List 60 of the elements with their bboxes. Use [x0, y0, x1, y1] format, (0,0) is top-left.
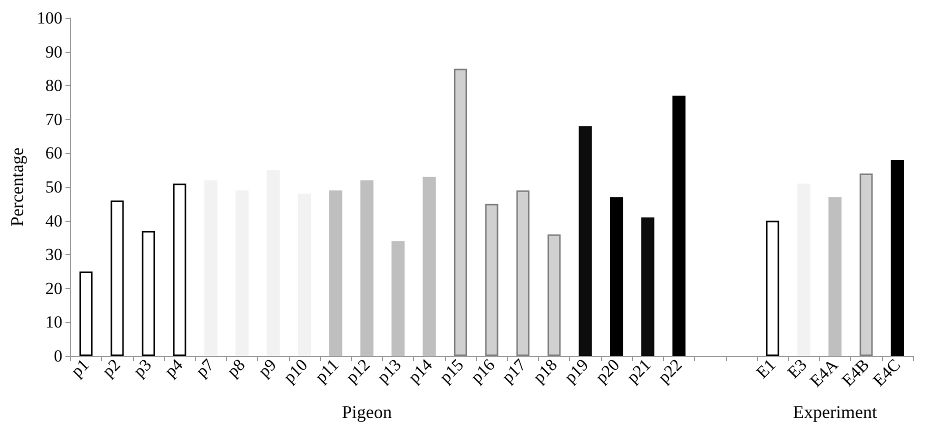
bar: [173, 184, 186, 356]
bar: [142, 230, 155, 356]
x-tick-label: p14: [404, 354, 436, 387]
x-tick-label: p12: [342, 355, 374, 387]
x-tick-label: p22: [654, 355, 686, 387]
y-tick-label: 90: [45, 42, 62, 62]
y-tick-label: 100: [36, 8, 62, 28]
y-tick-label: 30: [45, 245, 62, 264]
x-tick-label: p1: [67, 355, 93, 381]
x-tick-label: p8: [223, 355, 249, 381]
y-tick-label: 0: [54, 346, 62, 366]
y-tick-label: 20: [45, 278, 62, 298]
bar: [110, 200, 124, 356]
y-tick-label: 60: [45, 144, 62, 163]
bar: [360, 180, 374, 356]
y-tick-label: 10: [45, 312, 62, 332]
bar: [516, 190, 530, 356]
bar: [485, 204, 498, 356]
x-tick-label: p15: [436, 355, 468, 387]
x-tick-label: p9: [254, 355, 280, 381]
text: Experiment: [792, 402, 877, 422]
y-tick-label: 50: [45, 178, 62, 196]
bar: [890, 160, 904, 356]
x-tick-label: p7: [192, 355, 218, 381]
x-tick-label: p10: [280, 355, 312, 387]
bar: [797, 184, 810, 356]
bar: [204, 180, 218, 356]
bar: [548, 234, 561, 356]
bar: [392, 241, 405, 356]
bar: [454, 68, 468, 356]
bar: [329, 190, 342, 356]
bar: [298, 194, 312, 356]
bar: [422, 176, 436, 356]
y-tick-label: 70: [45, 110, 62, 129]
y-tick-label: 80: [45, 76, 62, 96]
bar: [828, 197, 842, 356]
bar: [266, 170, 280, 356]
x-tick-label: p3: [130, 355, 156, 381]
x-tick-label: p2: [98, 355, 124, 381]
bar: [235, 190, 249, 356]
bar: [641, 217, 654, 356]
x-tick-label: E1: [752, 355, 780, 382]
bar: [79, 272, 93, 356]
x-tick-label: p16: [466, 355, 498, 387]
y-axis-title: Percentage: [7, 148, 27, 226]
bar: [610, 197, 624, 356]
x-tick-label: p18: [529, 355, 561, 387]
bar: [766, 220, 780, 356]
y-tick-label: 40: [45, 211, 62, 230]
bar: [860, 173, 873, 356]
x-tick-label: p21: [623, 355, 654, 387]
x-tick-label: p11: [311, 355, 342, 386]
bar: [578, 126, 592, 356]
x-tick-label: p17: [498, 355, 530, 387]
x-tick-label: p13: [373, 355, 405, 387]
x-tick-label: p20: [592, 355, 624, 387]
bar: [672, 96, 686, 356]
x-tick-label: p4: [160, 354, 187, 381]
x-axis-title: Pigeon: [342, 402, 392, 422]
x-tick-label: p19: [560, 355, 592, 387]
